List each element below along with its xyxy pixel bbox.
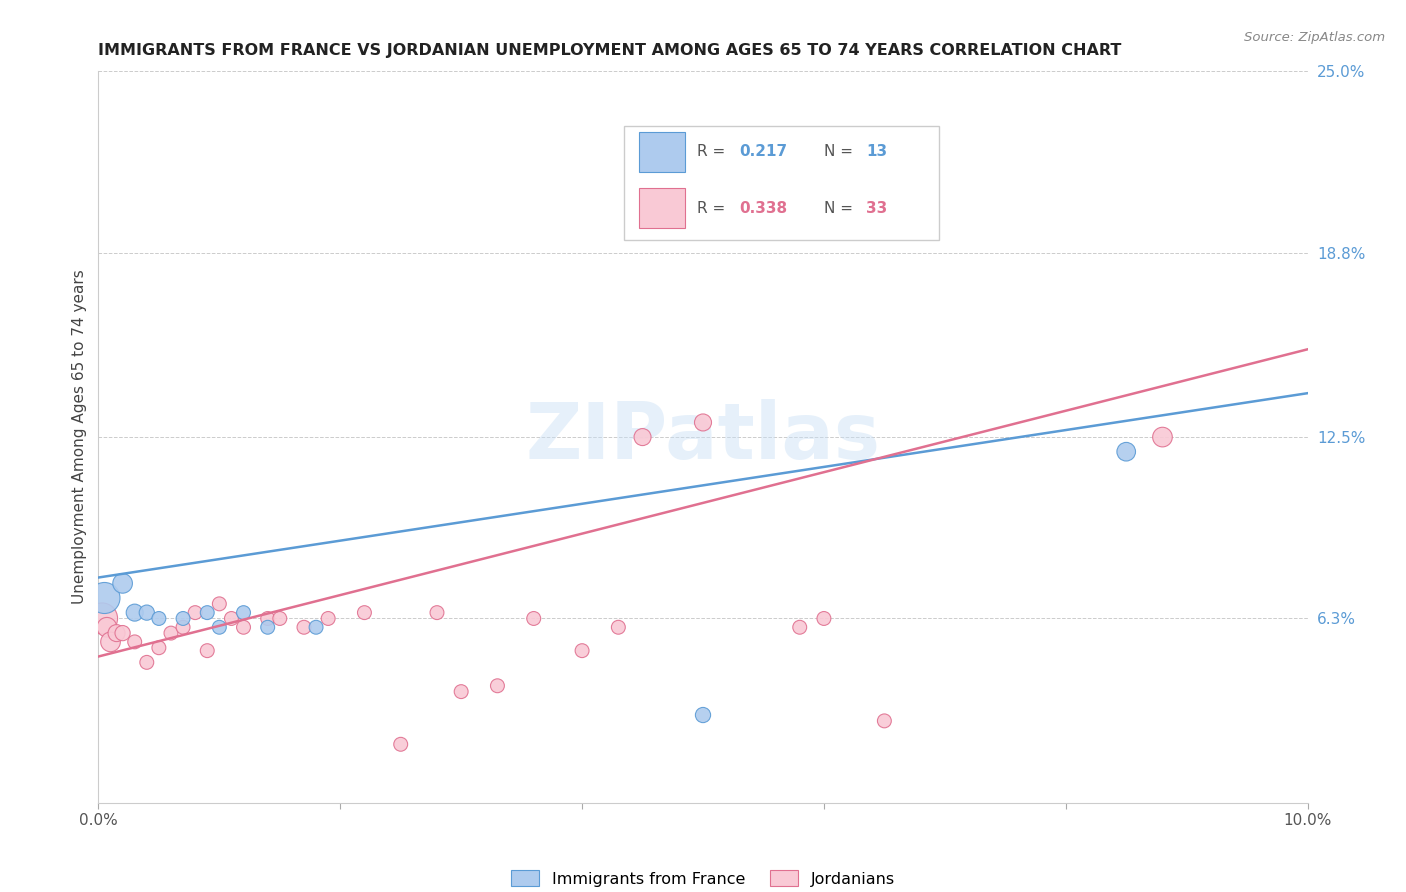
Point [316, 611, 339, 625]
Point [692, 708, 714, 723]
Point [426, 606, 449, 620]
Point [232, 606, 254, 620]
Text: N =: N = [824, 145, 858, 159]
FancyBboxPatch shape [624, 126, 939, 240]
Point [105, 626, 128, 640]
Text: 13: 13 [866, 145, 887, 159]
Text: R =: R = [697, 145, 730, 159]
Point [124, 606, 146, 620]
Point [160, 626, 183, 640]
Text: 0.217: 0.217 [740, 145, 787, 159]
Point [353, 606, 375, 620]
Point [96, 620, 118, 634]
Y-axis label: Unemployment Among Ages 65 to 74 years: Unemployment Among Ages 65 to 74 years [72, 269, 87, 605]
Point [195, 606, 218, 620]
Point [305, 620, 328, 634]
Point [184, 606, 207, 620]
Point [148, 640, 170, 655]
Point [1152, 430, 1174, 444]
Point [111, 576, 134, 591]
Point [135, 656, 157, 670]
Point [172, 620, 194, 634]
Point [208, 597, 231, 611]
Point [100, 635, 122, 649]
Point [256, 611, 278, 625]
Point [221, 611, 243, 625]
Point [486, 679, 509, 693]
Legend: Immigrants from France, Jordanians: Immigrants from France, Jordanians [503, 862, 903, 892]
Point [692, 416, 714, 430]
Point [111, 626, 134, 640]
Text: R =: R = [697, 201, 730, 216]
Point [93, 591, 115, 605]
FancyBboxPatch shape [638, 188, 685, 228]
Point [195, 643, 218, 657]
Point [208, 620, 231, 634]
Point [523, 611, 546, 625]
Point [813, 611, 835, 625]
Point [389, 737, 412, 751]
Point [1115, 444, 1137, 458]
Text: 33: 33 [866, 201, 887, 216]
Point [292, 620, 315, 634]
Text: 0.338: 0.338 [740, 201, 787, 216]
Point [135, 606, 157, 620]
FancyBboxPatch shape [638, 131, 685, 172]
Point [148, 611, 170, 625]
Point [124, 635, 146, 649]
Point [631, 430, 654, 444]
Point [789, 620, 811, 634]
Point [172, 611, 194, 625]
Text: ZIPatlas: ZIPatlas [526, 399, 880, 475]
Point [232, 620, 254, 634]
Point [269, 611, 291, 625]
Point [607, 620, 630, 634]
Text: IMMIGRANTS FROM FRANCE VS JORDANIAN UNEMPLOYMENT AMONG AGES 65 TO 74 YEARS CORRE: IMMIGRANTS FROM FRANCE VS JORDANIAN UNEM… [98, 43, 1122, 58]
Point [571, 643, 593, 657]
Point [450, 684, 472, 698]
Point [256, 620, 278, 634]
Point [873, 714, 896, 728]
Text: N =: N = [824, 201, 858, 216]
Text: Source: ZipAtlas.com: Source: ZipAtlas.com [1244, 31, 1385, 45]
Point [91, 611, 114, 625]
